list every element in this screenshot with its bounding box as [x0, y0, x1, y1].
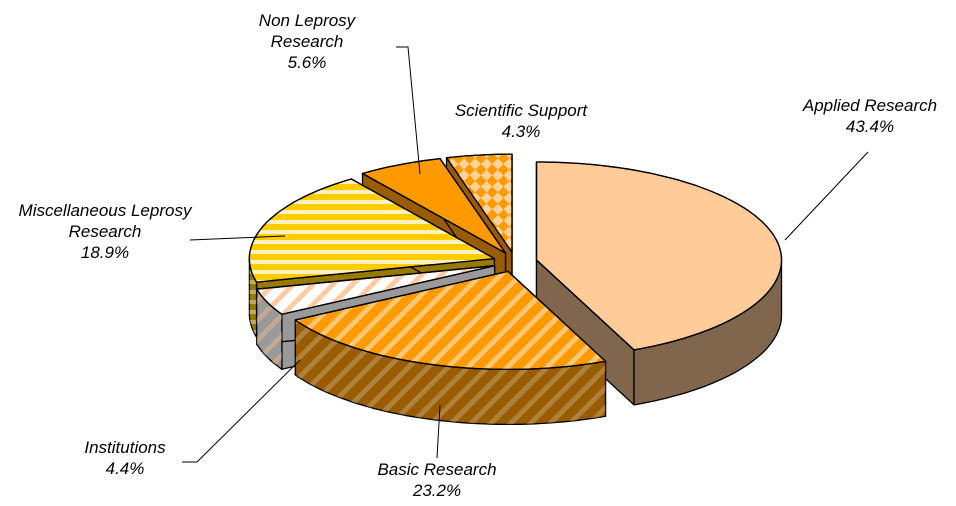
value-label: 4.3%	[501, 122, 541, 141]
value-label: 23.2%	[412, 481, 462, 500]
slice-top-pattern	[256, 265, 495, 315]
slice-label: Institutions 4.4%	[60, 437, 190, 479]
category-label: Scientific Support	[454, 101, 588, 120]
category-label: Miscellaneous Leprosy Research	[18, 201, 192, 241]
slice-label: Applied Research 43.4%	[770, 95, 956, 137]
slice-side-pattern	[256, 289, 282, 370]
slice-label: Miscellaneous Leprosy Research 18.9%	[10, 200, 200, 263]
value-label: 5.6%	[287, 53, 327, 72]
leader-lines	[182, 46, 869, 463]
slice-outline	[294, 270, 607, 371]
slice-label: Scientific Support 4.3%	[421, 100, 621, 142]
pie	[248, 153, 783, 426]
leader-line	[436, 404, 441, 459]
leader-line	[189, 235, 286, 241]
slice-outline	[445, 153, 513, 253]
value-label: 43.4%	[845, 117, 895, 136]
slice-side-pattern	[295, 320, 606, 425]
slice-outline	[535, 161, 783, 351]
slice-top-pattern	[295, 271, 606, 370]
value-label: 18.9%	[80, 243, 130, 262]
category-label: Non Leprosy Research	[258, 11, 356, 51]
slice-outline	[361, 157, 507, 254]
slice	[535, 161, 783, 406]
value-label: 4.4%	[105, 459, 145, 478]
slice-side-pattern	[249, 258, 257, 338]
slice	[294, 270, 607, 426]
leader-line	[182, 359, 301, 463]
slice-outline	[256, 265, 496, 315]
category-label: Institutions	[84, 438, 166, 457]
slice-top-pattern	[249, 179, 495, 283]
category-label: Applied Research	[802, 96, 938, 115]
slice-label: Basic Research 23.2%	[337, 459, 537, 501]
leader-line	[784, 151, 869, 241]
category-label: Basic Research	[377, 460, 497, 479]
slice-label: Non Leprosy Research 5.6%	[242, 10, 372, 73]
slice-outline	[248, 178, 496, 283]
leader-line	[396, 46, 421, 175]
